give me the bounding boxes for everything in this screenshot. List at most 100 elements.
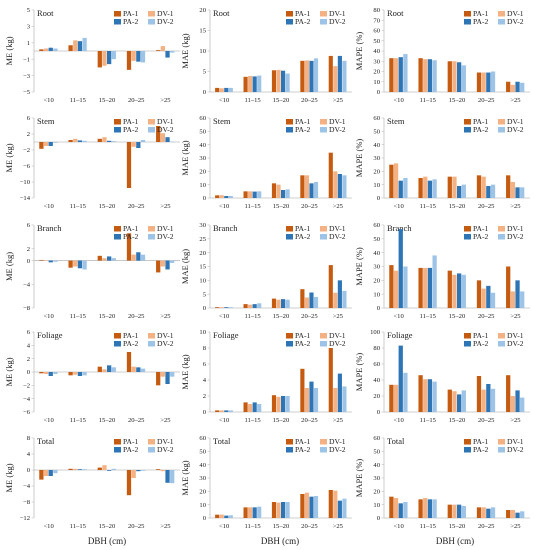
bar-pa-1 xyxy=(126,470,132,496)
bar-pa-2 xyxy=(398,503,403,518)
bar-dv-1 xyxy=(276,396,281,412)
legend-label: PA-1 xyxy=(295,437,311,446)
legend-label: PA-1 xyxy=(473,331,489,340)
bar-dv-1 xyxy=(452,504,457,518)
legend-label: DV-1 xyxy=(329,117,346,126)
legend-label: DV-2 xyxy=(507,232,524,241)
legend-swatch xyxy=(148,333,155,339)
legend-label: PA-2 xyxy=(123,125,139,134)
bar-dv-2 xyxy=(490,71,496,92)
legend-label: DV-1 xyxy=(157,224,174,233)
legend-label: DV-1 xyxy=(329,224,346,233)
x-tick-label: 20–25 xyxy=(301,97,318,104)
panel-title: Foliage xyxy=(387,330,413,340)
bar-dv-2 xyxy=(285,189,290,198)
legend-swatch xyxy=(320,226,327,232)
x-tick-label: 11–15 xyxy=(244,417,261,424)
legend-label: PA-1 xyxy=(123,437,139,446)
bar-pa-2 xyxy=(224,87,229,92)
legend-item-dv-1: DV-1 xyxy=(320,117,346,126)
bar-dv-2 xyxy=(228,410,233,412)
bar-dv-2 xyxy=(82,37,87,51)
y-tick-label: 8 xyxy=(27,435,31,442)
y-tick-label: 0 xyxy=(377,515,381,522)
bar-pa-2 xyxy=(136,367,141,372)
panel-foliage-mae: 0 2 4 6 8 10 MAE (kg) Foliage <10 11–15 15–20 20–25… xyxy=(180,329,352,424)
bar-pa-2 xyxy=(252,304,257,308)
bar-dv-2 xyxy=(82,372,87,376)
legend-swatch xyxy=(498,341,505,347)
bar-dv-1 xyxy=(423,379,428,412)
bar-pa-1 xyxy=(300,494,305,518)
bar-dv-1 xyxy=(481,507,486,518)
bar-pa-2 xyxy=(281,299,286,308)
legend-swatch xyxy=(320,19,327,25)
panel-total-mae: 0 10 20 30 40 50 60 MAE (kg) Total <10 11–15 15–20 2… xyxy=(180,435,352,530)
bar-dv-1 xyxy=(131,51,136,61)
legend-item-pa-2: PA-2 xyxy=(114,232,139,241)
legend-swatch xyxy=(114,19,121,25)
y-tick-label: 40 xyxy=(373,462,380,469)
legend-swatch xyxy=(498,127,505,133)
legend-swatch xyxy=(498,119,505,125)
bar-pa-1 xyxy=(156,260,161,273)
panel-branch-mape: 0 10 20 30 40 50 60 MAPE (%) Branch <10 11–15 15–20… xyxy=(354,222,530,320)
bar-pa-2 xyxy=(309,496,314,518)
legend-item-pa-1: PA-1 xyxy=(286,117,311,126)
y-tick-label: 40 xyxy=(199,142,206,149)
bar-pa-2 xyxy=(48,260,53,263)
bar-pa-1 xyxy=(476,175,482,198)
bar-dv-1 xyxy=(43,372,49,374)
bar-dv-2 xyxy=(257,191,262,198)
legend-swatch xyxy=(148,234,155,240)
legend-swatch xyxy=(148,226,155,232)
bar-pa-2 xyxy=(515,512,520,518)
bar-dv-2 xyxy=(490,507,496,518)
y-tick-label: 20 xyxy=(373,489,380,496)
panel-total-me: −12 −8 −4 0 4 8 ME (kg) Total <10 11–15 15–20 20–25… xyxy=(4,435,180,530)
legend-label: PA-1 xyxy=(295,224,311,233)
bar-dv-2 xyxy=(111,141,116,142)
x-tick-label: 15–20 xyxy=(273,97,290,104)
legend-item-pa-2: PA-2 xyxy=(114,339,139,348)
bar-pa-1 xyxy=(271,70,277,92)
legend-swatch xyxy=(286,333,293,339)
bar-dv-1 xyxy=(102,258,107,261)
y-tick-label: 50 xyxy=(373,236,380,243)
panel-title: Foliage xyxy=(37,330,63,340)
bar-dv-2 xyxy=(140,254,146,261)
bar-pa-1 xyxy=(97,51,102,68)
panel-branch-mae: 0 5 10 15 20 25 30 MAE (kg) Branch <10 11–15 15–20 2… xyxy=(180,222,352,320)
bar-pa-1 xyxy=(447,389,452,412)
bar-pa-1 xyxy=(389,164,394,198)
bar-dv-1 xyxy=(248,76,253,92)
legend-label: PA-2 xyxy=(295,445,311,454)
bar-dv-2 xyxy=(111,468,116,470)
bar-pa-2 xyxy=(398,345,403,412)
bar-dv-2 xyxy=(140,140,146,142)
legend-swatch xyxy=(498,439,505,445)
x-tick-label: 20–25 xyxy=(478,313,495,320)
y-tick-label: 10 xyxy=(373,502,380,509)
y-tick-label: 10 xyxy=(373,291,380,298)
y-axis-label: MAPE (%) xyxy=(354,32,364,71)
y-axis-label: MAPE (%) xyxy=(354,353,364,392)
x-tick-label: <10 xyxy=(393,417,404,424)
bar-dv-1 xyxy=(276,184,281,198)
bar-dv-1 xyxy=(393,384,399,412)
legend-label: PA-2 xyxy=(123,17,139,26)
legend-label: DV-2 xyxy=(157,339,174,348)
y-tick-label: −3 xyxy=(23,73,31,80)
bar-pa-1 xyxy=(418,267,423,308)
bar-dv-1 xyxy=(131,142,136,147)
legend-item-dv-1: DV-1 xyxy=(498,117,524,126)
x-axis-title-col3: DBH (cm) xyxy=(436,536,474,546)
bar-pa-2 xyxy=(165,372,170,384)
bar-pa-2 xyxy=(136,252,141,261)
y-tick-label: 60 xyxy=(373,222,380,229)
legend-label: PA-1 xyxy=(473,9,489,18)
bar-dv-2 xyxy=(170,470,175,484)
legend-item-dv-1: DV-1 xyxy=(498,331,524,340)
legend-label: DV-2 xyxy=(507,17,524,26)
bar-pa-2 xyxy=(427,499,433,518)
